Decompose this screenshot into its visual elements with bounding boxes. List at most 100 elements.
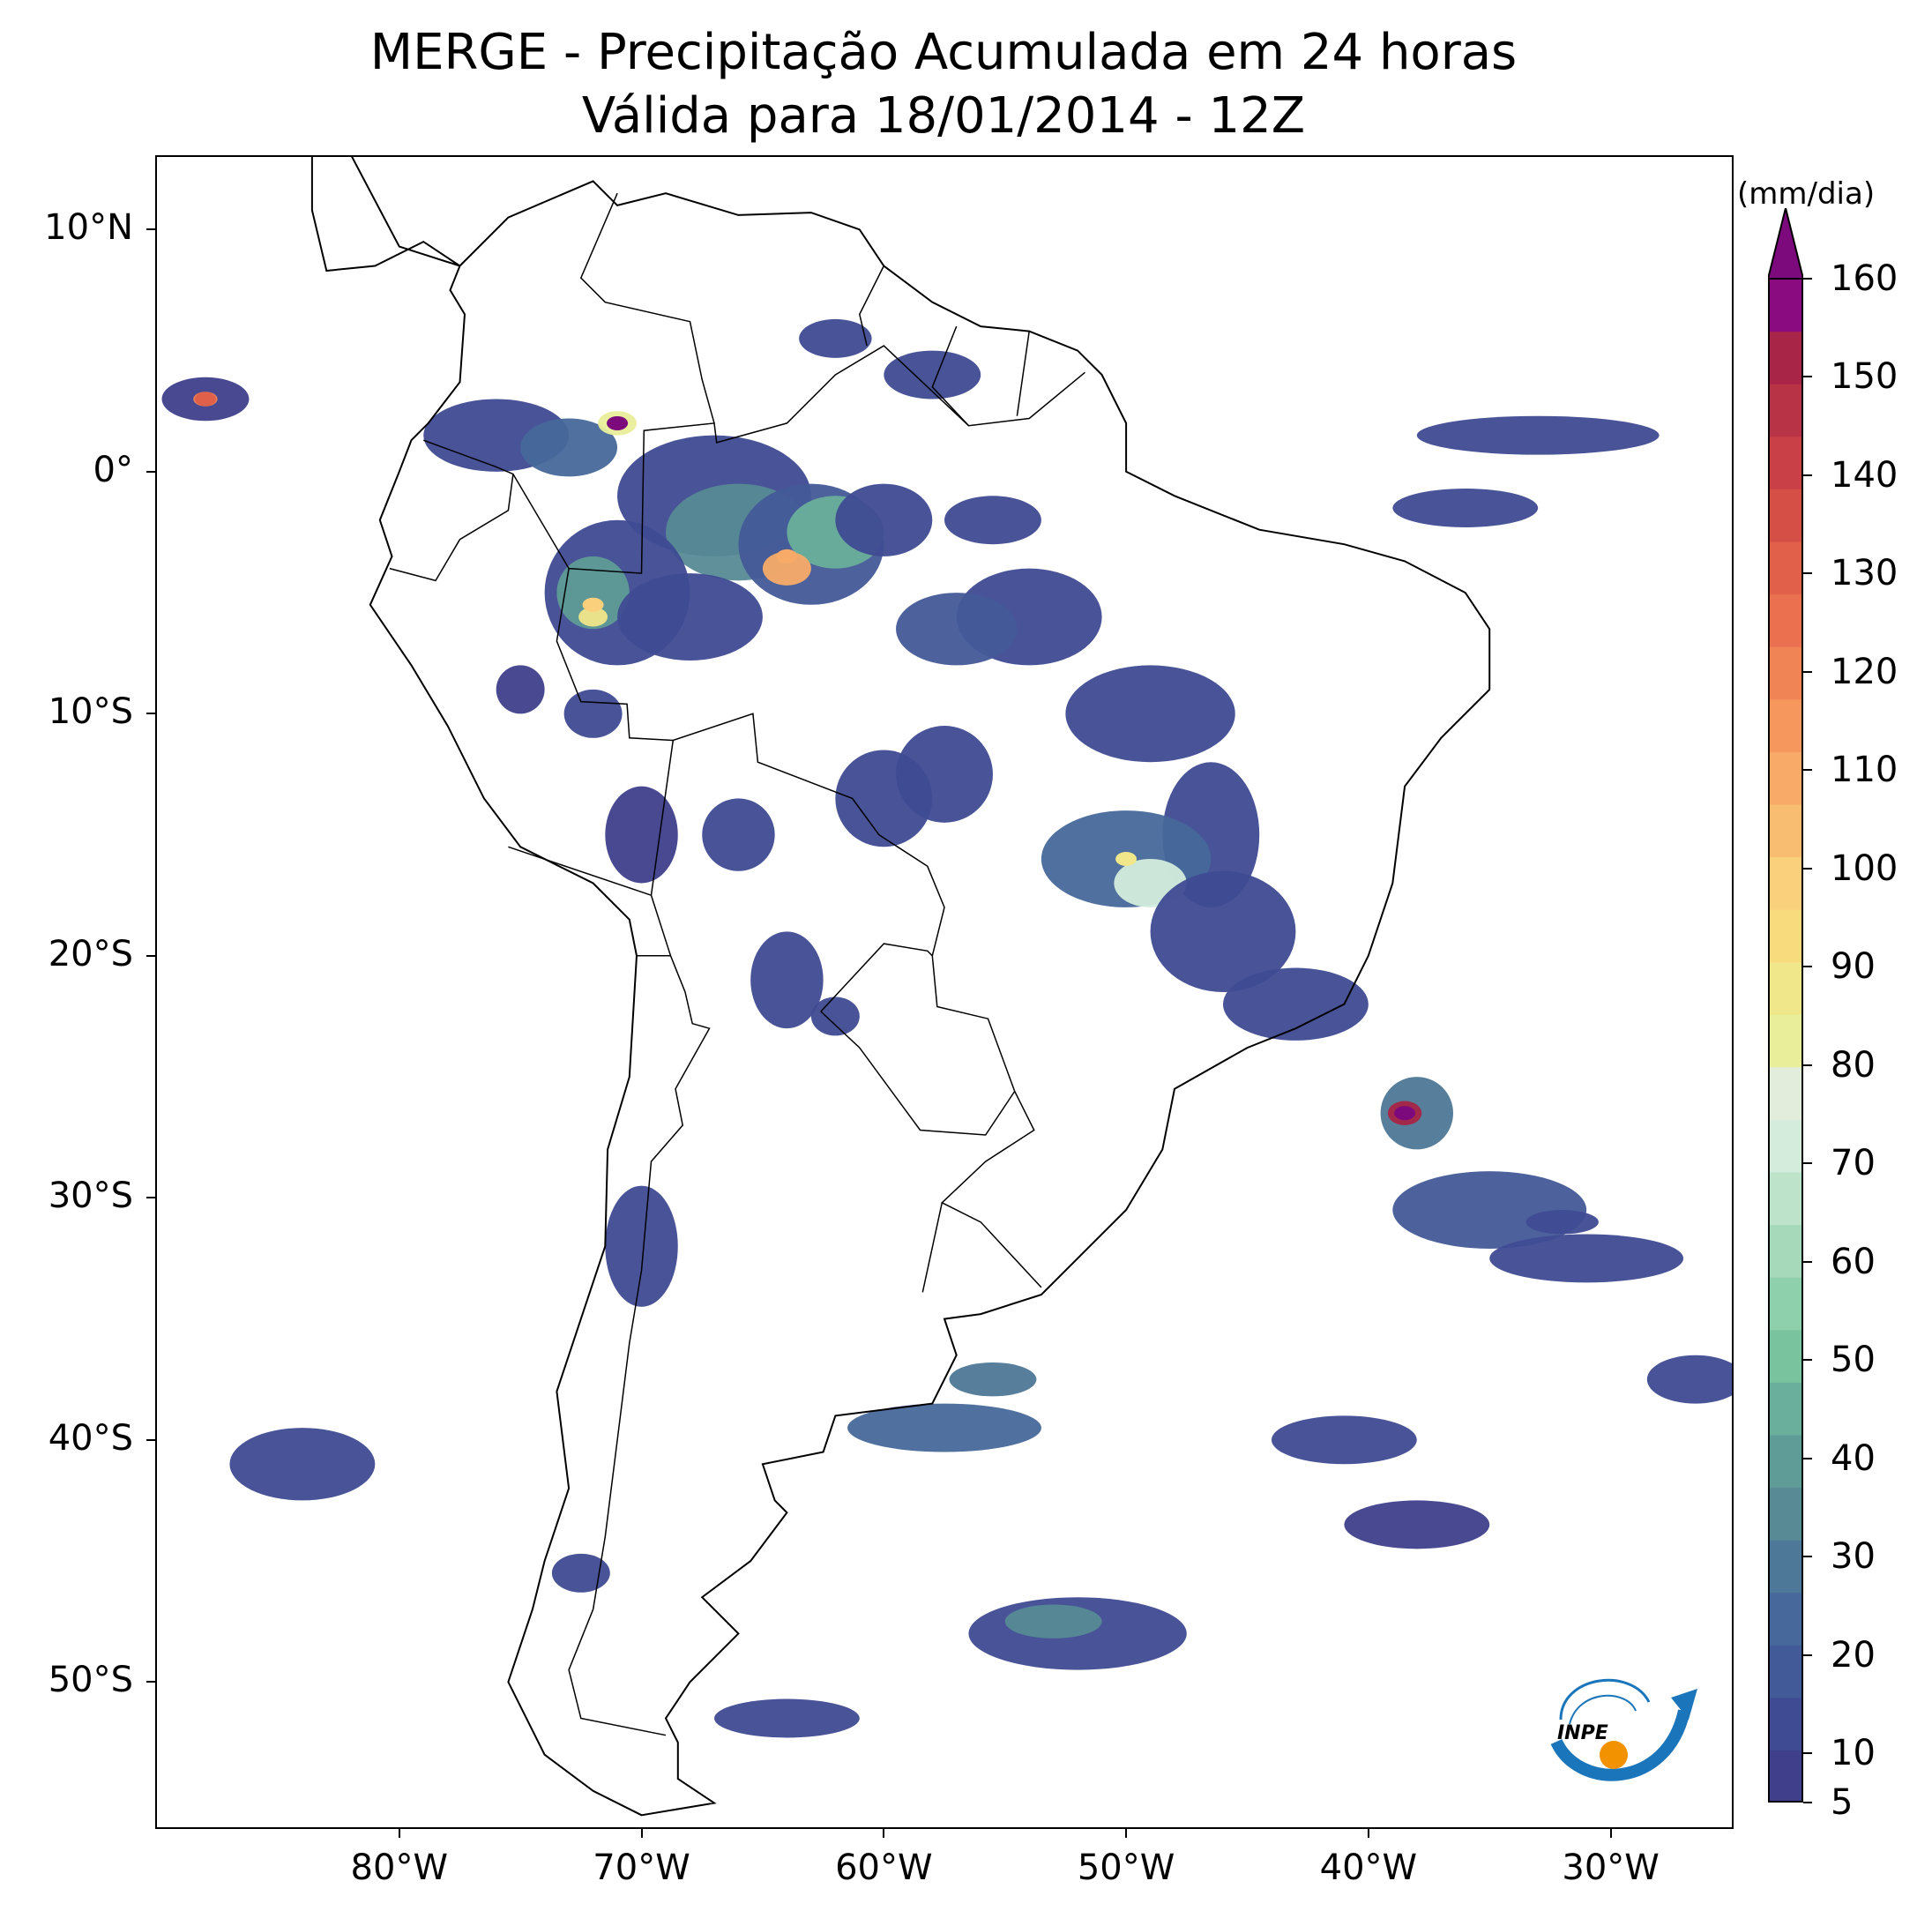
precipitation-area [556,556,630,630]
border-brazil-west [556,568,1042,1288]
precipitation-area [229,1428,376,1501]
colorbar-segment [1768,1171,1803,1226]
colorbar-outline [1768,278,1803,1803]
lon-tick-label: 40°W [1319,1848,1418,1888]
colorbar-segment [1768,436,1803,489]
heavy-rain-core [1394,1106,1416,1121]
colorbar-extend-arrow [1768,208,1803,280]
lon-tick-label: 30°W [1562,1848,1660,1888]
precipitation-area [896,726,993,823]
colorbar-tick [1803,1556,1812,1558]
precipitation-area [520,418,618,477]
precipitation-area [799,318,872,358]
colorbar-tick-label: 50 [1831,1340,1876,1381]
border-colombia-peru [512,474,570,569]
precipitation-area [713,1698,860,1738]
colorbar-tick [1803,1752,1812,1755]
colorbar-tick-label: 120 [1831,651,1898,692]
lat-tick [146,228,155,231]
precipitation-area [1004,1604,1102,1639]
lon-tick [1609,1829,1612,1838]
colorbar-tick [1803,867,1812,870]
border-bolivia-paraguay [820,943,933,1012]
colorbar-segment [1768,1487,1803,1541]
precipitation-area [605,786,678,884]
border-venezuela-guyana [859,265,884,347]
colorbar-segment [1768,961,1803,1015]
colorbar-tick-label: 110 [1831,750,1898,791]
lat-tick-label: 10°N [44,207,133,249]
lat-tick [146,954,155,957]
colorbar-tick-label: 150 [1831,356,1898,398]
colorbar-tick-label: 130 [1831,553,1898,594]
colorbar-segment [1768,1540,1803,1594]
colorbar-tick [1803,670,1812,673]
lon-tick [883,1829,885,1838]
border-uruguay-argentina [921,1202,944,1293]
border-suriname-guiana [1016,331,1030,416]
heavy-rain-core [607,415,629,430]
precipitation-area [1525,1210,1599,1235]
colorbar-segment [1768,1329,1803,1383]
precipitation-area [617,573,763,661]
border-colombia-venezuela [579,192,715,424]
precipitation-area [1150,870,1296,992]
border-peru-chile [508,846,652,896]
precipitation-area [1271,1415,1417,1465]
colorbar-tick-label: 90 [1831,946,1876,988]
colorbar-tick [1803,572,1812,575]
colorbar-tick-label: 70 [1831,1143,1876,1184]
border-paraguay-argentina [820,1011,1016,1136]
precipitation-area [835,483,933,556]
colorbar-tick [1803,769,1812,772]
precipitation-area [810,997,860,1036]
heavy-rain-core [776,549,798,564]
colorbar-tick [1803,966,1812,968]
colorbar-tick [1803,1162,1812,1165]
colorbar-tick-label: 160 [1831,258,1898,299]
colorbar-segment [1768,1434,1803,1489]
lat-tick-label: 10°S [48,691,133,733]
central-america-coastline [310,157,461,272]
colorbar-tick-label: 140 [1831,454,1898,496]
map-title: MERGE - Precipitação Acumulada em 24 hor… [369,24,1518,81]
colorbar-segment [1768,803,1803,858]
colorbar-segment [1768,909,1803,963]
colorbar-segment [1768,593,1803,647]
precipitation-area [496,665,545,714]
colorbar-segment [1768,1066,1803,1120]
colorbar-segment [1768,1592,1803,1646]
heavy-rain-core [194,392,216,407]
precipitation-area [944,496,1041,545]
lat-tick-label: 30°S [48,1176,133,1217]
border-peru-bolivia [650,740,675,896]
colorbar-segment [1768,331,1803,384]
border-guyana-suriname [931,325,970,427]
colorbar-tick [1803,1802,1812,1803]
colorbar-tick-label: 80 [1831,1044,1876,1086]
lon-tick [398,1829,400,1838]
colorbar-segment [1768,1382,1803,1436]
coastline-layer [310,157,1491,1817]
colorbar-segment [1768,279,1803,332]
colorbar-segment [1768,384,1803,437]
colorbar-segment [1768,856,1803,910]
colorbar [1768,208,1803,1803]
map-subtitle: Válida para 18/01/2014 - 12Z [581,87,1306,145]
colorbar-tick-label: 10 [1831,1733,1876,1774]
lat-tick-label: 50°S [48,1660,133,1701]
lat-tick-label: 20°S [48,933,133,974]
precipitation-area [847,1403,1041,1452]
precipitation-area [702,798,775,871]
lat-tick [146,470,155,473]
colorbar-segment [1768,1224,1803,1278]
border-ecuador [389,439,514,582]
svg-text:INPE: INPE [1557,1722,1608,1744]
colorbar-tick [1803,1260,1812,1263]
precipitation-area [1344,1500,1490,1549]
precipitation-area [1065,665,1235,763]
colorbar-tick [1803,1457,1812,1459]
heavy-rain-core [1115,852,1138,867]
colorbar-tick-label: 100 [1831,847,1898,889]
lat-tick [146,1197,155,1199]
